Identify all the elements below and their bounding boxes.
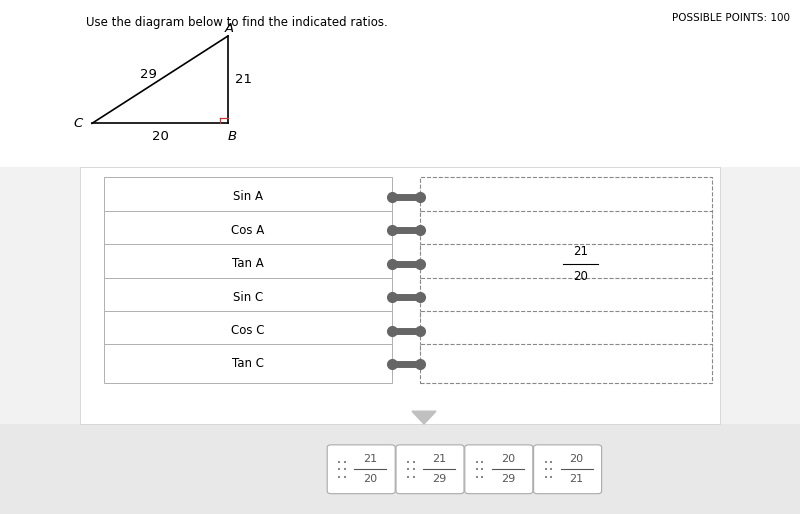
FancyBboxPatch shape	[420, 211, 712, 250]
FancyBboxPatch shape	[104, 244, 392, 283]
Text: Tan C: Tan C	[232, 357, 264, 371]
FancyBboxPatch shape	[104, 278, 392, 317]
FancyBboxPatch shape	[420, 244, 712, 283]
FancyBboxPatch shape	[420, 177, 712, 216]
Text: B: B	[227, 130, 237, 143]
Text: 20: 20	[501, 454, 515, 464]
Text: 21: 21	[570, 474, 584, 484]
Text: 29: 29	[501, 474, 515, 484]
FancyBboxPatch shape	[0, 0, 800, 167]
Text: 20: 20	[570, 454, 584, 464]
FancyBboxPatch shape	[396, 445, 464, 493]
Text: Sin A: Sin A	[233, 190, 263, 204]
Text: 20: 20	[363, 474, 378, 484]
Text: 21: 21	[363, 454, 378, 464]
Text: Tan A: Tan A	[232, 257, 264, 270]
Text: 20: 20	[151, 130, 169, 143]
Text: Sin C: Sin C	[233, 290, 263, 304]
Text: 20: 20	[573, 270, 588, 283]
Text: POSSIBLE POINTS: 100: POSSIBLE POINTS: 100	[672, 13, 790, 23]
Text: 29: 29	[432, 474, 446, 484]
FancyBboxPatch shape	[0, 424, 800, 514]
Text: C: C	[73, 117, 82, 130]
FancyBboxPatch shape	[465, 445, 533, 493]
FancyBboxPatch shape	[420, 311, 712, 350]
FancyBboxPatch shape	[104, 344, 392, 383]
Text: 21: 21	[573, 245, 588, 258]
FancyBboxPatch shape	[104, 177, 392, 216]
Text: Cos C: Cos C	[231, 324, 265, 337]
FancyBboxPatch shape	[80, 167, 720, 424]
Text: 21: 21	[235, 73, 253, 86]
Text: Use the diagram below to find the indicated ratios.: Use the diagram below to find the indica…	[86, 16, 388, 29]
FancyBboxPatch shape	[104, 211, 392, 250]
FancyBboxPatch shape	[327, 445, 395, 493]
Text: A: A	[225, 22, 234, 35]
FancyBboxPatch shape	[420, 278, 712, 317]
Text: 29: 29	[139, 68, 157, 81]
FancyBboxPatch shape	[534, 445, 602, 493]
FancyBboxPatch shape	[104, 311, 392, 350]
Text: Cos A: Cos A	[231, 224, 265, 237]
FancyBboxPatch shape	[420, 344, 712, 383]
Polygon shape	[412, 411, 436, 424]
Text: 21: 21	[432, 454, 446, 464]
